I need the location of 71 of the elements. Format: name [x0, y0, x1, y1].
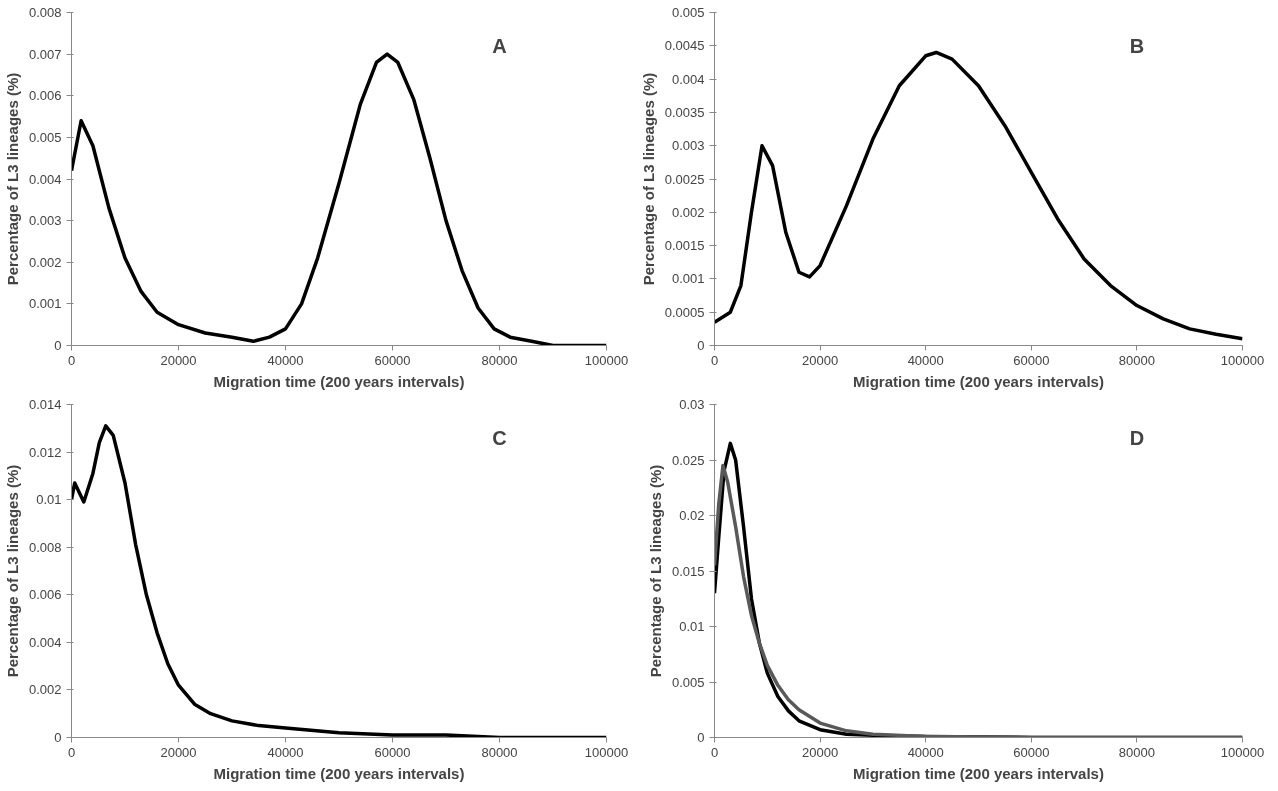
- y-axis-title: Percentage of L3 lineages (%): [646, 464, 664, 678]
- x-tick-label: 40000: [267, 352, 304, 368]
- annotation: C: [492, 426, 507, 449]
- y-tick-label: 0.006: [28, 88, 62, 104]
- annotation: B: [1129, 34, 1145, 57]
- x-tick-label: 20000: [160, 352, 197, 368]
- y-tick-label: 0.0045: [664, 38, 705, 54]
- y-tick-label: 0: [54, 338, 62, 353]
- x-tick-label: 100000: [584, 352, 629, 368]
- y-tick-label: 0: [697, 338, 705, 353]
- y-tick-label: 0.003: [671, 138, 705, 154]
- y-axis-title: Percentage of L3 lineages (%): [3, 464, 21, 678]
- x-tick-label: 0: [710, 744, 719, 760]
- y-tick-label: 0.012: [28, 444, 62, 460]
- y-tick-label: 0.001: [28, 296, 62, 312]
- x-tick-label: 80000: [481, 352, 518, 368]
- x-tick-label: 20000: [160, 744, 197, 760]
- x-tick-label: 100000: [584, 744, 629, 760]
- y-tick-label: 0.004: [28, 634, 62, 650]
- y-tick-label: 0.001: [671, 271, 705, 287]
- x-tick-label: 0: [67, 352, 76, 368]
- x-tick-label: 80000: [481, 744, 518, 760]
- y-tick-label: 0: [54, 730, 62, 745]
- y-tick-label: 0.015: [671, 563, 705, 579]
- x-tick-label: 0: [67, 744, 76, 760]
- x-tick-label: 40000: [907, 352, 944, 368]
- x-tick-label: 0: [710, 352, 719, 368]
- y-axis-title: Percentage of L3 lineages (%): [639, 72, 657, 286]
- y-tick-label: 0.0025: [664, 171, 705, 187]
- y-tick-label: 0.0015: [664, 238, 705, 254]
- x-tick-label: 100000: [1220, 744, 1265, 760]
- x-tick-label: 80000: [1118, 352, 1155, 368]
- x-tick-label: 80000: [1118, 744, 1155, 760]
- x-tick-label: 60000: [1013, 744, 1050, 760]
- y-tick-label: 0.002: [671, 204, 705, 220]
- x-tick-label: 20000: [802, 744, 839, 760]
- y-tick-label: 0.0035: [664, 104, 705, 120]
- y-tick-label: 0.008: [28, 539, 62, 555]
- y-tick-label: 0.01: [36, 492, 62, 508]
- y-tick-label: 0.006: [28, 587, 62, 603]
- y-tick-label: 0.002: [28, 254, 62, 270]
- y-tick-label: 0.014: [28, 397, 62, 412]
- y-tick-label: 0.005: [28, 129, 62, 145]
- y-tick-label: 0.03: [679, 397, 705, 412]
- y-tick-label: 0.025: [671, 452, 705, 468]
- y-tick-label: 0.0005: [664, 304, 705, 320]
- y-tick-label: 0.01: [679, 619, 705, 634]
- y-axis-title: Percentage of L3 lineages (%): [3, 72, 21, 286]
- x-tick-label: 40000: [267, 744, 304, 760]
- annotation: D: [1129, 426, 1145, 449]
- x-tick-label: 60000: [374, 744, 411, 760]
- x-axis-title: Migration time (200 years intervals): [853, 764, 1104, 782]
- x-tick-label: 20000: [802, 352, 839, 368]
- x-axis-title: Migration time (200 years intervals): [213, 372, 465, 390]
- x-tick-label: 60000: [1013, 352, 1050, 368]
- y-tick-label: 0.005: [671, 674, 705, 690]
- y-tick-label: 0.007: [28, 46, 62, 62]
- y-tick-label: 0: [697, 730, 705, 745]
- y-tick-label: 0.005: [671, 5, 705, 20]
- x-axis-title: Migration time (200 years intervals): [213, 764, 465, 782]
- x-tick-label: 60000: [374, 352, 411, 368]
- y-tick-label: 0.008: [28, 5, 62, 20]
- x-axis-title: Migration time (200 years intervals): [853, 372, 1104, 390]
- y-tick-label: 0.002: [28, 682, 62, 698]
- y-tick-label: 0.02: [679, 508, 705, 523]
- x-tick-label: 100000: [1220, 352, 1265, 368]
- y-tick-label: 0.003: [28, 213, 62, 229]
- y-tick-label: 0.004: [671, 71, 705, 87]
- annotation: A: [492, 34, 507, 57]
- y-tick-label: 0.004: [28, 171, 62, 187]
- x-tick-label: 40000: [907, 744, 944, 760]
